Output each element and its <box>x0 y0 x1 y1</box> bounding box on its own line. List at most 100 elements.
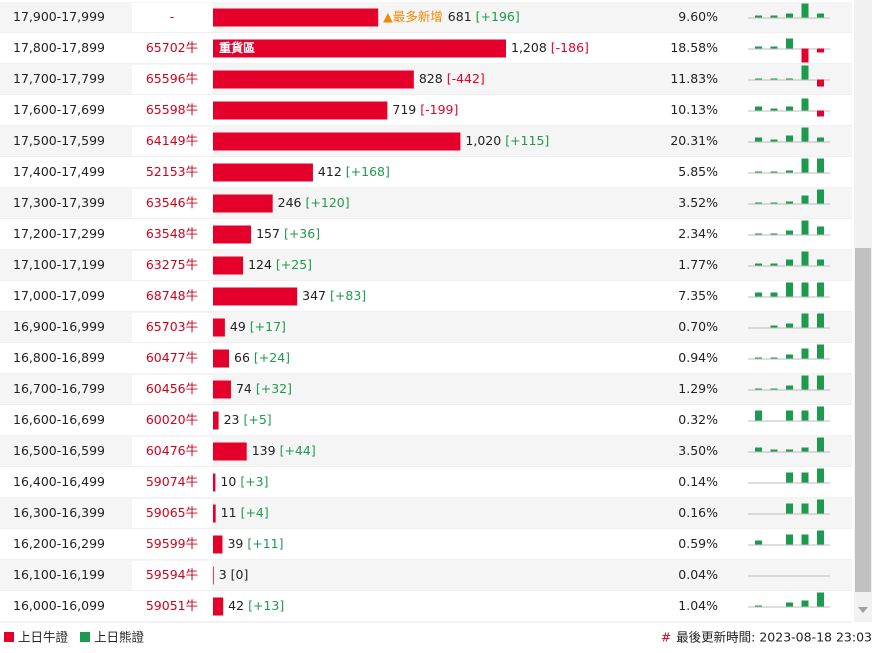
code: 59051牛 <box>146 598 198 613</box>
code: 60456牛 <box>146 381 198 396</box>
spark-bar <box>786 201 793 204</box>
code: 65702牛 <box>146 40 198 55</box>
spark-bar <box>817 189 824 204</box>
scrollbar-thumb[interactable] <box>855 248 871 592</box>
spark-bar <box>817 530 824 545</box>
spark-bar <box>786 38 793 49</box>
spark-bar <box>817 158 824 173</box>
spark-bar <box>770 263 778 266</box>
code-cell <box>132 344 212 373</box>
count-label: 347 <box>302 288 326 303</box>
count-label: 66 <box>234 350 250 365</box>
spark-bar <box>755 46 762 49</box>
percentage: 0.32% <box>678 412 718 427</box>
code-cell <box>132 3 212 32</box>
percentage: 3.50% <box>678 443 718 458</box>
row-background <box>0 529 852 560</box>
spark-bar <box>770 171 778 173</box>
spark-bar <box>801 447 809 452</box>
code-cell <box>132 313 212 342</box>
range: 16,700-16,799 <box>13 381 105 396</box>
spark-bar <box>755 388 762 390</box>
spark-bar <box>801 503 809 514</box>
code: 52153牛 <box>146 164 198 179</box>
range: 16,200-16,299 <box>13 536 105 551</box>
spark-bar <box>786 354 793 359</box>
scroll-down-arrow[interactable] <box>858 607 868 613</box>
percentage: 0.04% <box>678 567 718 582</box>
spark-bar <box>755 78 762 80</box>
count-bar <box>213 318 225 337</box>
spark-bar <box>786 534 793 545</box>
code-cell <box>132 189 212 218</box>
spark-bar <box>801 48 809 63</box>
percentage: 0.70% <box>678 319 718 334</box>
code-cell <box>132 406 212 435</box>
update-prefix: # <box>661 630 671 645</box>
count-label: 412 <box>318 164 342 179</box>
change-label: [+3] <box>240 474 268 489</box>
percentage: 20.31% <box>670 133 718 148</box>
spark-bar <box>770 233 778 235</box>
range: 16,100-16,199 <box>13 567 105 582</box>
row-background <box>0 250 852 281</box>
spark-bar <box>770 15 778 18</box>
max-new-note: ▲最多新增 <box>383 9 443 24</box>
spark-bar <box>801 375 809 390</box>
spark-bar <box>755 540 762 545</box>
code: 60477牛 <box>146 350 198 365</box>
count-label: 42 <box>228 598 244 613</box>
row-background <box>0 281 852 312</box>
code: 60020牛 <box>146 412 198 427</box>
row-background <box>0 312 852 343</box>
code-cell <box>132 437 212 466</box>
range: 16,000-16,099 <box>13 598 105 613</box>
row-background <box>0 405 852 436</box>
change-label: [+5] <box>243 412 271 427</box>
spark-bar <box>770 46 778 49</box>
spark-bar <box>755 447 762 452</box>
count-bar <box>213 101 388 120</box>
range: 16,400-16,499 <box>13 474 105 489</box>
spark-bar <box>786 472 793 483</box>
spark-bar <box>801 600 809 607</box>
spark-bar <box>817 48 824 53</box>
range: 16,300-16,399 <box>13 505 105 520</box>
change-label: [+13] <box>248 598 284 613</box>
range: 17,100-17,199 <box>13 257 105 272</box>
code: 65598牛 <box>146 102 198 117</box>
spark-bar <box>817 437 824 452</box>
code: 59074牛 <box>146 474 198 489</box>
spark-bar <box>755 15 762 18</box>
count-bar <box>213 39 506 58</box>
spark-bar <box>817 468 824 483</box>
spark-bar <box>801 98 809 111</box>
code: - <box>170 9 175 24</box>
spark-bar <box>755 410 762 421</box>
row-background <box>0 498 852 529</box>
code-cell <box>132 220 212 249</box>
count-label: 3 <box>219 567 227 582</box>
count-bar <box>213 535 223 554</box>
range: 17,800-17,899 <box>13 40 105 55</box>
spark-bar <box>770 202 778 204</box>
spark-bar <box>786 602 793 607</box>
spark-bar <box>817 592 824 607</box>
spark-bar <box>817 282 824 297</box>
count-bar <box>213 132 461 151</box>
spark-bar <box>817 375 824 390</box>
percentage: 5.85% <box>678 164 718 179</box>
count-label: 49 <box>230 319 246 334</box>
spark-bar <box>755 171 762 173</box>
code-cell <box>132 127 212 156</box>
update-time: 最後更新時間: 2023-08-18 23:03 <box>676 630 872 645</box>
row-background <box>0 560 852 591</box>
range: 17,500-17,599 <box>13 133 105 148</box>
range: 17,600-17,699 <box>13 102 105 117</box>
row-background <box>0 591 852 622</box>
spark-bar <box>801 65 809 80</box>
code-cell <box>132 375 212 404</box>
spark-bar <box>786 323 793 328</box>
row-background <box>0 343 852 374</box>
